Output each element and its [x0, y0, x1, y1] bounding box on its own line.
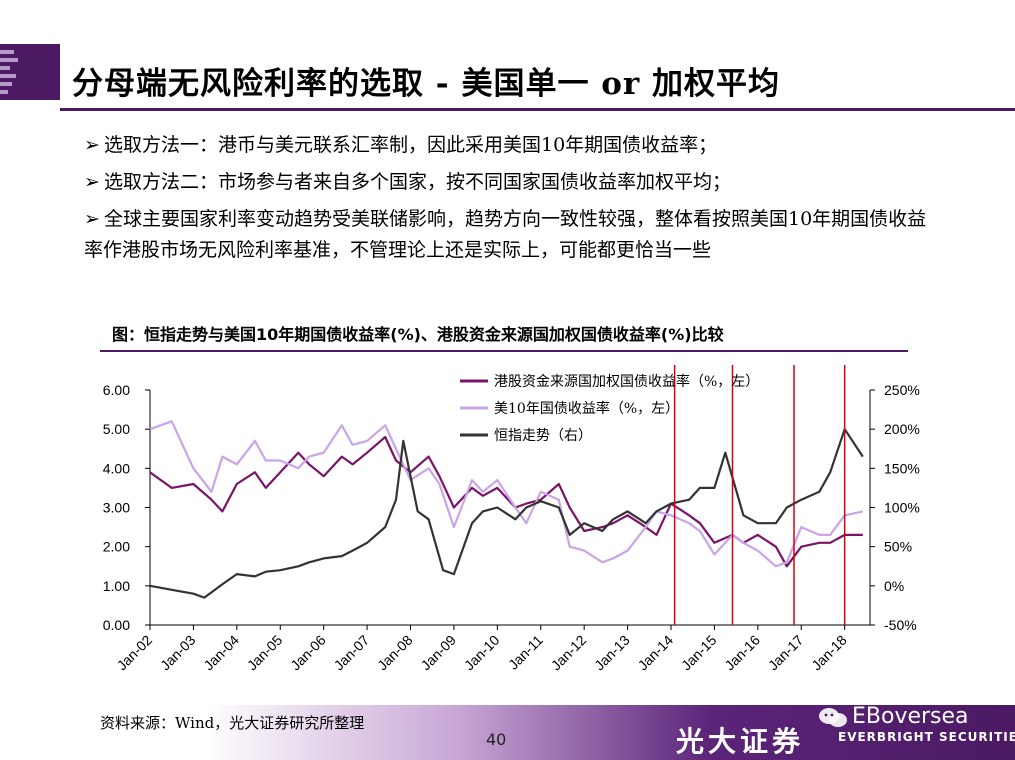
x-tick-label: Jan-09 — [417, 632, 459, 674]
source-note: 资料来源：Wind，光大证券研究所整理 — [100, 714, 365, 732]
x-tick-label: Jan-17 — [765, 632, 807, 674]
chart-title: 图：恒指走势与美国10年期国债收益率(%)、港股资金来源国加权国债收益率(%)比… — [112, 325, 724, 344]
bullet-text: 选取方法一：港币与美元联系汇率制，因此采用美国10年期国债收益率； — [104, 134, 718, 156]
y-right-tick-label: 50% — [884, 539, 912, 555]
page-title: 分母端无风险利率的选取 - 美国单一 or 加权平均 — [72, 66, 781, 102]
x-tick-label: Jan-18 — [808, 632, 850, 674]
series-line — [149, 428, 864, 599]
x-tick-label: Jan-07 — [331, 632, 373, 674]
logo-bars-icon — [0, 44, 60, 100]
y-right-tick-label: 150% — [884, 460, 920, 476]
legend-label: 恒指走势（右） — [494, 428, 592, 444]
y-left-tick-label: 1.00 — [103, 578, 130, 594]
wechat-icon — [819, 708, 847, 727]
x-tick-label: Jan-14 — [635, 632, 677, 674]
y-left-tick-label: 0.00 — [103, 617, 130, 633]
y-right-tick-label: 250% — [884, 382, 920, 398]
y-right-tick-label: 0% — [884, 578, 904, 594]
bullet-item-2: ➢ 选取方法二：市场参与者来自多个国家，按不同国家国债收益率加权平均； — [84, 167, 944, 198]
y-left-tick-label: 3.00 — [103, 500, 130, 516]
bullet-item-3: ➢ 全球主要国家利率变动趋势受美联储影响，趋势方向一致性较强，整体看按照美国10年… — [84, 204, 944, 266]
footer-band — [0, 705, 1015, 760]
y-left-tick-label: 5.00 — [103, 421, 130, 437]
y-left-tick-label: 6.00 — [103, 382, 130, 398]
x-tick-label: Jan-05 — [244, 632, 286, 674]
page-number: 40 — [486, 730, 507, 749]
chart-title-divider — [100, 350, 908, 352]
x-tick-label: Jan-10 — [461, 632, 503, 674]
x-tick-label: Jan-13 — [591, 632, 633, 674]
title-divider — [60, 108, 1015, 111]
bullet-arrow-icon: ➢ — [84, 208, 100, 230]
series-line — [149, 435, 863, 568]
y-right-tick-label: -50% — [884, 617, 917, 633]
y-right-tick-label: 100% — [884, 500, 920, 516]
bullet-arrow-icon: ➢ — [84, 171, 100, 193]
x-tick-label: Jan-02 — [114, 632, 156, 674]
bullet-list: ➢ 选取方法一：港币与美元联系汇率制，因此采用美国10年期国债收益率； ➢ 选取方法… — [84, 130, 944, 272]
x-tick-label: Jan-08 — [374, 632, 416, 674]
x-tick-label: Jan-12 — [548, 632, 590, 674]
bullet-text: 选取方法二：市场参与者来自多个国家，按不同国家国债收益率加权平均； — [104, 171, 732, 193]
series-line — [149, 420, 864, 568]
x-tick-label: Jan-04 — [200, 632, 242, 674]
x-tick-label: Jan-06 — [287, 632, 329, 674]
x-tick-label: Jan-15 — [678, 632, 720, 674]
bullet-arrow-icon: ➢ — [84, 134, 100, 156]
line-chart: 0.00 1.00 2.00 3.00 4.00 5.00 6.00 -50% 0% 50% 100… — [103, 365, 920, 674]
legend-label: 美10年国债收益率（%，左） — [494, 400, 679, 417]
x-tick-label: Jan-03 — [157, 632, 199, 674]
y-left-tick-label: 4.00 — [103, 460, 130, 476]
y-right-tick-label: 200% — [884, 421, 920, 437]
x-tick-label: Jan-11 — [505, 632, 546, 673]
brand-name-cn: 光大证券 — [676, 725, 805, 758]
y-left-tick-label: 2.00 — [103, 539, 130, 555]
bullet-text: 全球主要国家利率变动趋势受美联储影响，趋势方向一致性较强，整体看按照美国10年期… — [84, 208, 927, 261]
brand-account-name: EBoversea — [852, 704, 969, 729]
brand-name-en: EVERBRIGHT SECURITIES — [838, 730, 1015, 744]
bullet-item-1: ➢ 选取方法一：港币与美元联系汇率制，因此采用美国10年期国债收益率； — [84, 130, 944, 161]
x-tick-label: Jan-16 — [721, 632, 763, 674]
legend-label: 港股资金来源国加权国债收益率（%，左） — [494, 373, 759, 390]
